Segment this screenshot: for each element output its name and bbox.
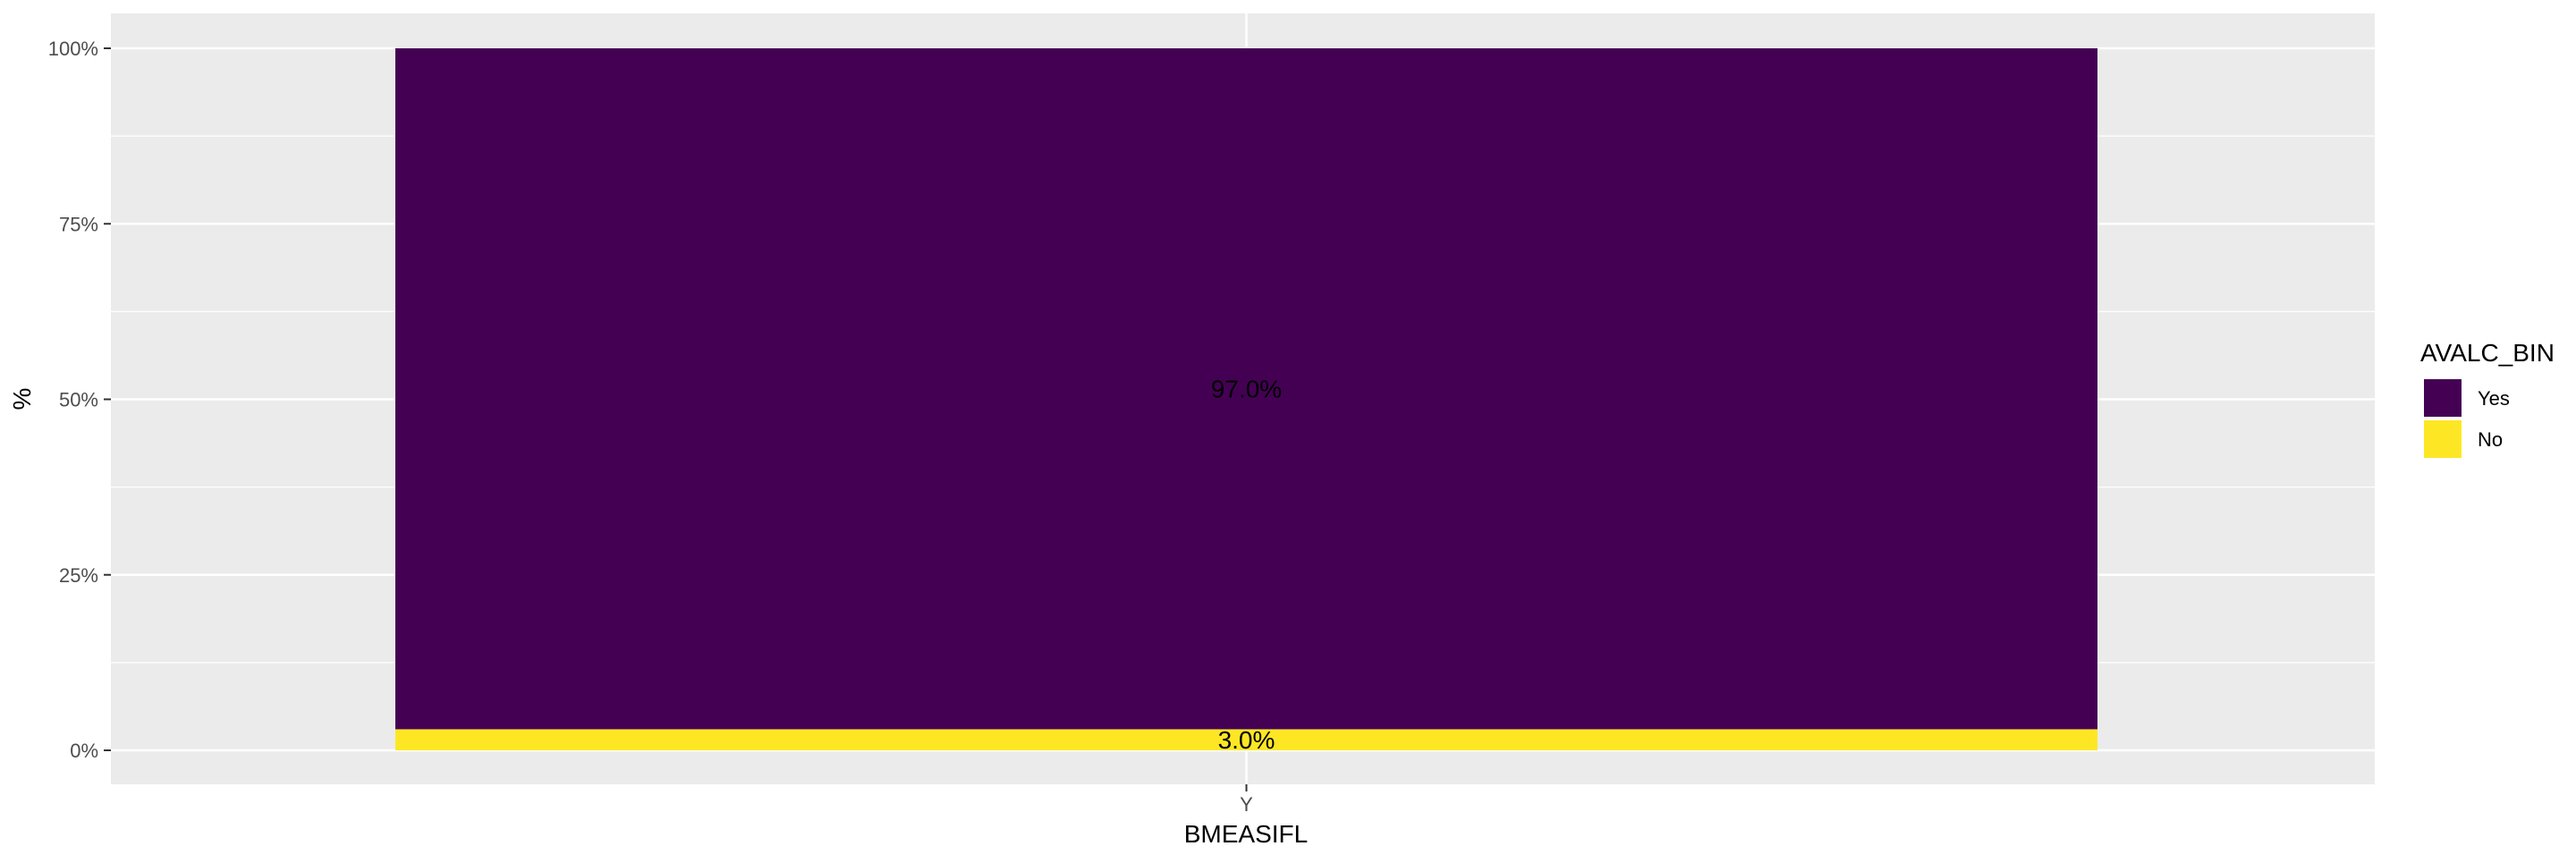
legend-label-no: No	[2478, 428, 2503, 451]
x-axis-title: BMEASIFL	[1184, 820, 1308, 848]
bar-segment-yes	[395, 48, 2097, 730]
y-axis-title: %	[8, 388, 36, 410]
x-tick-label: Y	[1240, 793, 1253, 816]
y-axis: 0% 25% 50% 75% 100%	[48, 38, 111, 762]
bars	[395, 48, 2097, 750]
y-tick-label: 100%	[48, 38, 98, 60]
legend-title: AVALC_BIN	[2420, 339, 2555, 367]
legend-key-yes	[2424, 379, 2462, 417]
legend-label-yes: Yes	[2478, 387, 2510, 410]
y-tick-label: 0%	[70, 740, 98, 762]
data-label-no: 3.0%	[1218, 726, 1275, 754]
y-tick-label: 25%	[59, 564, 98, 587]
bar-segment-no	[395, 729, 2097, 750]
data-labels: 3.0% 97.0%	[1211, 376, 1282, 754]
legend: AVALC_BIN Yes No	[2420, 339, 2555, 458]
data-label-yes: 97.0%	[1211, 376, 1282, 403]
x-axis: Y	[1240, 784, 1253, 816]
y-tick-label: 50%	[59, 389, 98, 411]
legend-key-no	[2424, 420, 2462, 458]
y-tick-label: 75%	[59, 213, 98, 235]
